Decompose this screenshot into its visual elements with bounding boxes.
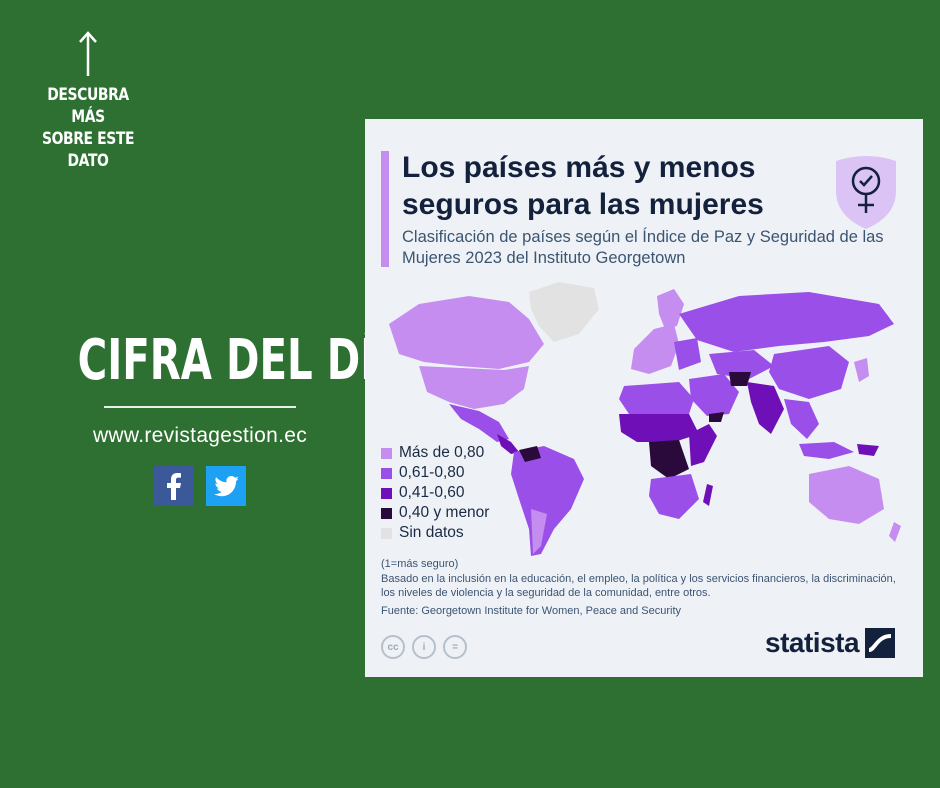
twitter-button[interactable] bbox=[206, 466, 246, 506]
cta-line-2: SOBRE ESTE bbox=[41, 129, 135, 149]
legend-swatch bbox=[381, 487, 392, 499]
up-arrow-icon bbox=[79, 31, 97, 76]
footnotes: (1=más seguro) Basado en la inclusión en… bbox=[381, 557, 911, 618]
note-basis: Basado en la inclusión en la educación, … bbox=[381, 572, 896, 600]
legend-item: 0,41-0,60 bbox=[381, 483, 489, 503]
legend-label: 0,61-0,80 bbox=[399, 464, 465, 481]
region-south-america bbox=[511, 446, 584, 556]
statista-mark-icon bbox=[865, 628, 896, 658]
region-pakistan-india bbox=[747, 382, 784, 434]
region-europe bbox=[631, 324, 679, 374]
world-map bbox=[389, 282, 901, 556]
map-legend: Más de 0,80 0,61-0,80 0,41-0,60 0,40 y m… bbox=[381, 443, 489, 543]
region-middle-east bbox=[689, 374, 739, 416]
legend-swatch bbox=[381, 527, 392, 539]
region-north-africa bbox=[619, 382, 694, 419]
region-canada bbox=[389, 296, 544, 369]
card-subtitle: Clasificación de países según el Índice … bbox=[402, 228, 884, 267]
region-indonesia bbox=[799, 442, 854, 459]
region-central-africa bbox=[649, 440, 689, 479]
legend-item: Sin datos bbox=[381, 523, 489, 543]
region-yemen bbox=[709, 412, 724, 422]
cc-icon[interactable]: cc bbox=[381, 635, 405, 659]
region-mexico bbox=[449, 404, 509, 442]
website-link[interactable]: www.revistagestion.ec bbox=[92, 424, 308, 447]
title-accent-bar bbox=[381, 151, 389, 267]
region-russia bbox=[679, 292, 894, 352]
region-central-asia bbox=[709, 350, 774, 379]
infographic-card: Los países más y menos seguros para las … bbox=[365, 119, 923, 677]
region-southern-cone bbox=[531, 509, 547, 554]
region-japan-korea bbox=[854, 358, 869, 382]
legend-swatch bbox=[381, 507, 392, 519]
facebook-button[interactable] bbox=[154, 466, 194, 506]
region-papua bbox=[857, 444, 879, 456]
legend-label: Más de 0,80 bbox=[399, 444, 485, 461]
legend-label: Sin datos bbox=[399, 524, 464, 541]
legend-item: Más de 0,80 bbox=[381, 443, 489, 463]
no-derivatives-icon[interactable]: = bbox=[443, 635, 467, 659]
region-usa bbox=[419, 366, 529, 409]
cta-line-1: DESCUBRA MÁS bbox=[47, 85, 129, 127]
twitter-icon bbox=[214, 475, 239, 497]
note-source: Fuente: Georgetown Institute for Women, … bbox=[381, 604, 682, 617]
region-greenland bbox=[529, 282, 599, 342]
card-title: Los países más y menos seguros para las … bbox=[402, 151, 764, 221]
region-southern-africa bbox=[649, 474, 699, 519]
region-new-zealand bbox=[889, 522, 901, 542]
region-sahel bbox=[619, 414, 699, 442]
region-australia bbox=[809, 466, 884, 524]
region-central-america bbox=[497, 434, 519, 454]
cta-line-3: DATO bbox=[67, 151, 109, 171]
legend-item: 0,40 y menor bbox=[381, 503, 489, 523]
legend-swatch bbox=[381, 467, 392, 479]
region-venezuela bbox=[519, 446, 541, 462]
facebook-icon bbox=[167, 473, 181, 500]
legend-label: 0,40 y menor bbox=[399, 504, 490, 521]
license-icons: cc i = bbox=[381, 635, 467, 659]
region-east-africa bbox=[689, 424, 717, 466]
region-madagascar bbox=[703, 484, 713, 506]
brand-name: statista bbox=[765, 627, 860, 658]
legend-label: 0,41-0,60 bbox=[399, 484, 465, 501]
discover-more-link[interactable]: DESCUBRA MÁS SOBRE ESTE DATO bbox=[31, 84, 146, 172]
female-symbol-check-icon bbox=[836, 156, 896, 229]
note-scale: (1=más seguro) bbox=[381, 558, 459, 570]
region-southeast-asia bbox=[784, 399, 819, 439]
region-eastern-europe bbox=[674, 338, 701, 370]
legend-item: 0,61-0,80 bbox=[381, 463, 489, 483]
legend-swatch bbox=[381, 447, 392, 459]
region-afghanistan bbox=[729, 372, 751, 386]
divider bbox=[104, 406, 296, 408]
statista-logo[interactable]: statista bbox=[765, 627, 896, 659]
attribution-icon[interactable]: i bbox=[412, 635, 436, 659]
region-china bbox=[769, 346, 849, 399]
region-scandinavia bbox=[657, 289, 684, 329]
headline: CIFRA DEL DÍA bbox=[77, 328, 407, 393]
